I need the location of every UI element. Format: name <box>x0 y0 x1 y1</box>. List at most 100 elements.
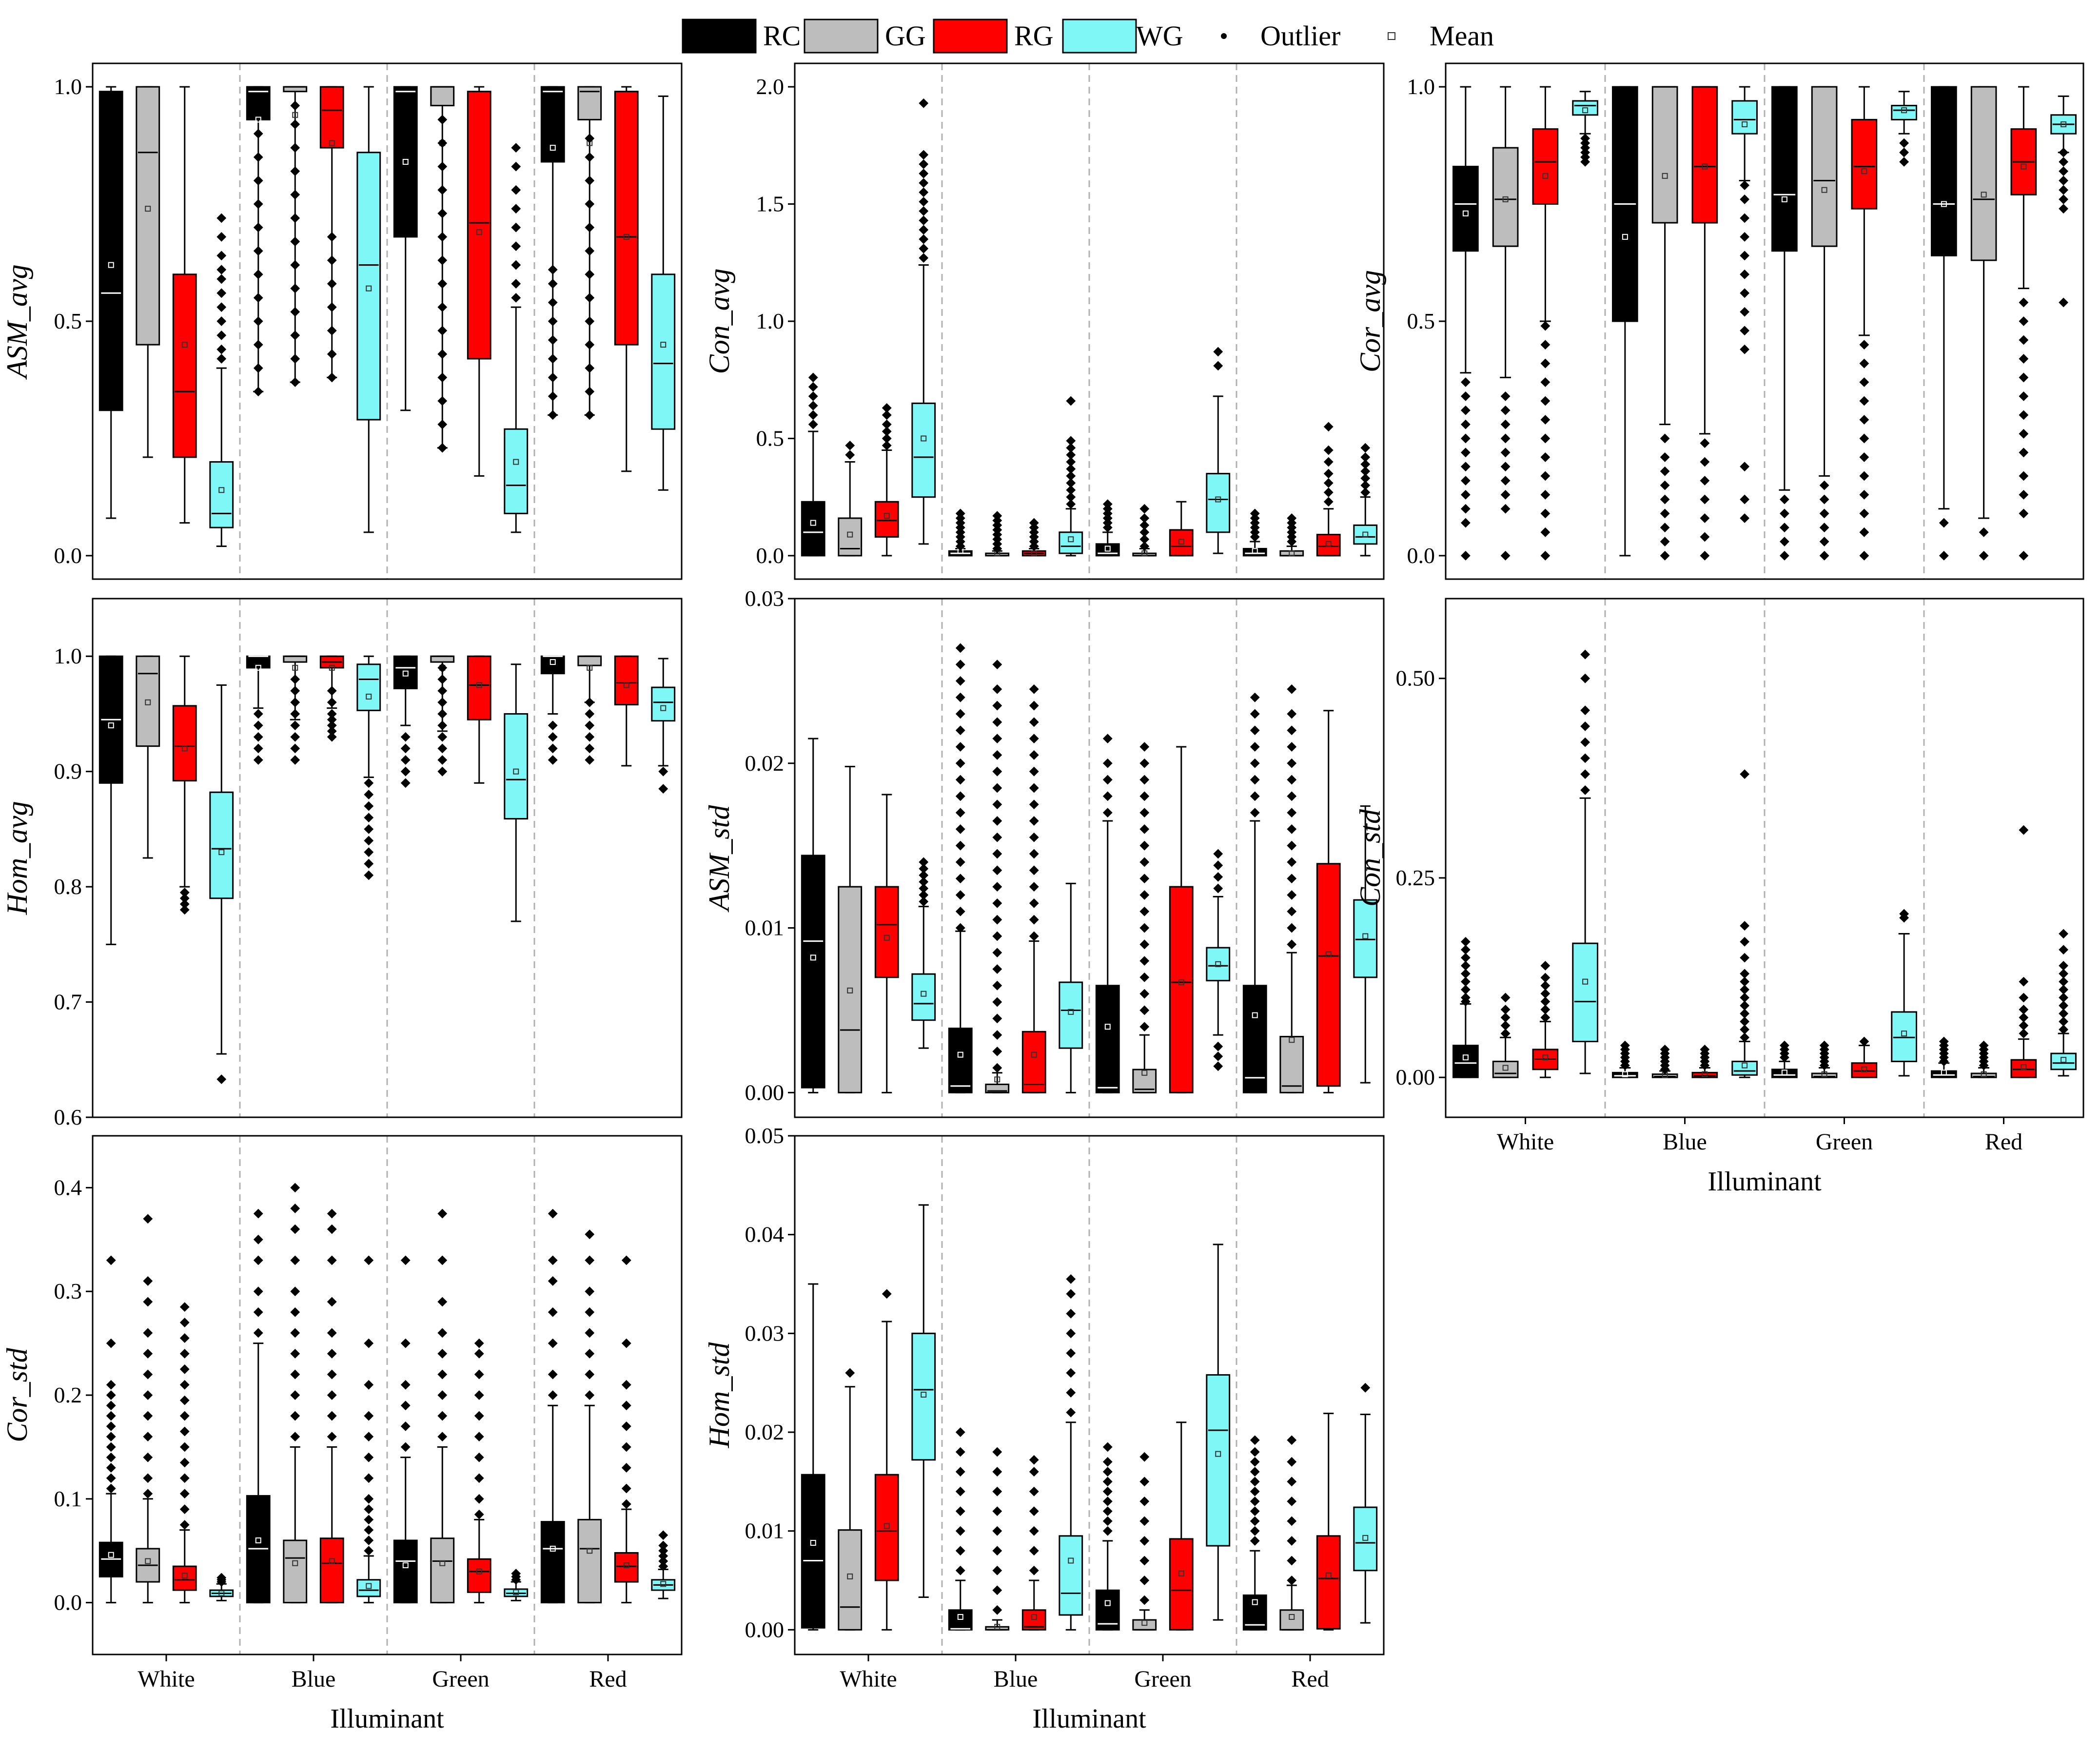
outlier-point <box>253 152 263 162</box>
y-tick-label: 1.0 <box>54 643 82 668</box>
mean-marker <box>1289 1614 1295 1620</box>
mean-marker <box>1742 121 1748 128</box>
x-tick-label: Green <box>432 1666 489 1692</box>
outlier-point <box>474 1348 484 1359</box>
outlier-point <box>327 279 337 289</box>
mean-marker <box>476 229 482 235</box>
y-axis-label: Hom_avg <box>1 801 33 915</box>
outlier-point <box>1139 1022 1150 1032</box>
outlier-point <box>548 354 558 364</box>
outlier-point <box>548 391 558 401</box>
outlier-point <box>1213 1061 1223 1071</box>
outlier-point <box>290 709 300 719</box>
outlier-point <box>437 720 448 730</box>
mean-marker <box>1178 1570 1184 1576</box>
mean-marker <box>1252 1012 1258 1018</box>
outlier-point <box>1287 890 1297 900</box>
mean-marker <box>1362 531 1369 538</box>
outlier-point <box>179 1458 190 1468</box>
outlier-point <box>327 302 337 312</box>
outlier-point <box>216 344 227 354</box>
outlier-point <box>548 1276 558 1286</box>
x-tick-label: Green <box>1134 1666 1191 1692</box>
outlier-point <box>364 824 374 834</box>
outlier-point <box>253 743 263 754</box>
outlier-point <box>1029 882 1039 892</box>
outlier-point <box>437 709 448 719</box>
y-tick-label: 0.01 <box>745 1518 785 1543</box>
outlier-point <box>1740 462 1750 472</box>
mean-marker <box>1981 1071 1987 1077</box>
mean-marker <box>1941 1070 1947 1076</box>
panel-asm-avg: 0.0 0.5 1.0 ASM_avg <box>1 62 683 580</box>
outlier-point <box>1899 909 1909 919</box>
outlier-point <box>1360 473 1371 484</box>
outlier-point <box>1250 742 1260 752</box>
outlier-point <box>253 175 263 186</box>
outlier-point <box>992 980 1002 991</box>
plot-frame <box>92 598 683 1118</box>
outlier-point <box>992 660 1002 670</box>
outlier-point <box>621 1421 631 1431</box>
box-rc <box>393 86 418 238</box>
mean-marker <box>1104 1600 1111 1606</box>
y-axis-label: ASM_std <box>703 805 735 913</box>
outlier-point <box>1460 391 1471 401</box>
outlier-point <box>1740 326 1750 336</box>
outlier-point <box>143 1328 153 1338</box>
outlier-point <box>1213 1051 1223 1061</box>
mean-marker <box>587 1548 593 1554</box>
x-tick-label: White <box>840 1666 897 1692</box>
box-wg <box>1059 531 1083 554</box>
outlier-point <box>955 808 965 818</box>
outlier-point <box>437 279 448 289</box>
outlier-point <box>1979 527 1989 537</box>
outlier-point <box>1287 709 1297 719</box>
mean-marker <box>587 664 593 671</box>
outlier-point <box>1460 936 1471 947</box>
outlier-point <box>437 662 448 673</box>
outlier-point <box>919 883 929 894</box>
outlier-point <box>290 1411 300 1421</box>
outlier-point <box>919 150 929 160</box>
outlier-point <box>253 1307 263 1317</box>
outlier-point <box>1323 422 1334 432</box>
outlier-point <box>1139 906 1150 916</box>
mean-marker <box>1981 192 1987 198</box>
outlier-point <box>585 755 595 765</box>
box-wg <box>2050 1052 2077 1070</box>
outlier-point <box>992 898 1002 908</box>
outlier-point <box>327 1348 337 1359</box>
box-rc <box>540 86 565 163</box>
outlier-point <box>253 1208 263 1219</box>
outlier-point <box>400 1338 411 1348</box>
outlier-point <box>1139 1595 1150 1605</box>
outlier-point <box>1250 1447 1260 1457</box>
panel-asm-std: 0.00 0.01 0.02 0.03 ASM_std <box>703 586 1385 1118</box>
outlier-point <box>808 401 818 411</box>
outlier-point <box>253 1234 263 1245</box>
outlier-point <box>1139 1496 1150 1506</box>
outlier-point <box>1540 961 1550 971</box>
outlier-point <box>2019 489 2029 500</box>
outlier-point <box>1287 808 1297 818</box>
outlier-point <box>1819 523 1829 533</box>
outlier-point <box>1859 1036 1869 1047</box>
outlier-point <box>327 1208 337 1219</box>
outlier-point <box>253 199 263 209</box>
outlier-point <box>327 726 337 736</box>
outlier-point <box>919 234 929 244</box>
outlier-point <box>1029 1546 1039 1556</box>
outlier-point <box>1139 1556 1150 1566</box>
box-wg <box>1731 100 1758 135</box>
outlier-point <box>2059 1000 2069 1011</box>
outlier-point <box>1779 508 1789 519</box>
outlier-point <box>1740 976 1750 987</box>
outlier-point <box>2059 945 2069 955</box>
outlier-point <box>1066 1328 1076 1339</box>
outlier-point <box>1360 1382 1371 1393</box>
outlier-point <box>1029 684 1039 694</box>
outlier-point <box>1740 769 1750 779</box>
outlier-point <box>1360 452 1371 462</box>
outlier-point <box>882 410 892 420</box>
